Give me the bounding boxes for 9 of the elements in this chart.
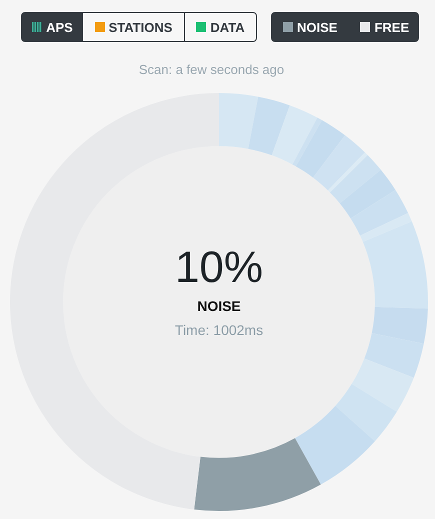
text: NOISE — [196, 298, 242, 314]
legend-label: FREE — [374, 20, 410, 34]
legend-label: NOISE — [297, 20, 338, 34]
text: Scan: a few seconds ago — [138, 62, 286, 77]
text: APS — [46, 20, 73, 34]
text: 10% — [174, 243, 264, 292]
text: STATIONS — [108, 20, 172, 34]
text: Time: 1002ms — [174, 322, 264, 338]
text: DATA — [210, 20, 245, 34]
